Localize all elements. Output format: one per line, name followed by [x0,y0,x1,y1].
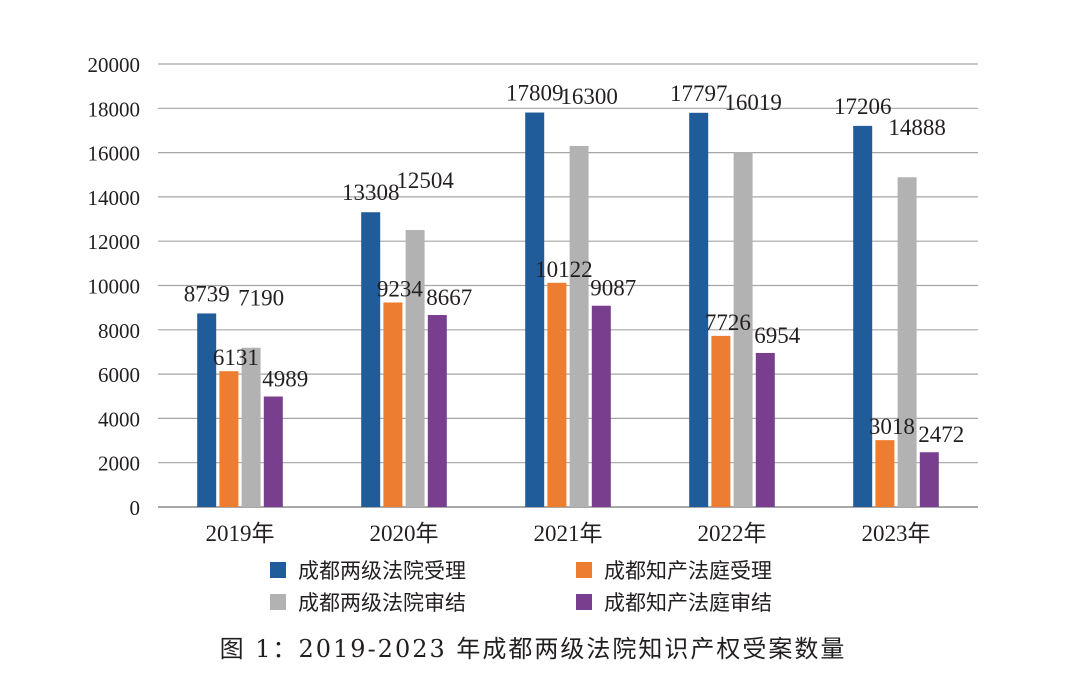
data-label: 10122 [535,257,593,282]
x-tick-label: 2022年 [698,521,767,546]
bar [427,315,447,507]
bar [361,212,381,508]
y-tick-label: 8000 [98,319,140,343]
y-tick-label: 0 [130,496,141,520]
data-label: 8739 [184,281,230,306]
y-tick-label: 10000 [88,275,141,299]
y-tick-label: 16000 [88,142,141,166]
y-tick-label: 2000 [98,452,140,476]
bar [875,440,895,507]
bar [711,335,731,507]
data-label: 17809 [506,81,564,106]
bar [241,347,261,507]
bar [405,230,425,507]
bar [919,452,939,507]
x-tick-label: 2019年 [206,521,275,546]
data-label: 13308 [342,180,400,205]
data-label: 16019 [724,90,782,115]
y-tick-label: 4000 [98,407,140,431]
bar [897,177,917,507]
figure-caption: 图 1：2019-2023 年成都两级法院知识产权受案数量 [220,635,847,663]
legend-swatch [576,562,592,578]
data-label: 8667 [426,285,472,310]
bar [197,313,217,507]
data-label: 4989 [262,366,308,391]
legend-label: 成都知产法庭审结 [604,591,772,615]
data-label: 6954 [754,323,801,348]
bar [383,302,403,507]
legend-swatch [270,594,286,610]
data-label: 12504 [396,168,454,193]
y-axis-ticks: 0 2000 4000 6000 8000 10000 12000 14000 16000 180… [88,53,141,520]
legend-label: 成都两级法院审结 [298,591,466,615]
legend-swatch [270,562,286,578]
y-tick-label: 18000 [88,97,141,121]
data-label: 9234 [377,276,424,301]
x-axis-ticks: 2019年 2020年 2021年 2022年 2023年 [206,521,931,546]
data-labels: 8739613171904989133089234125048667178091… [184,81,965,448]
data-label: 6131 [213,345,259,370]
bar [547,282,567,507]
bar [733,152,753,508]
bar [755,352,775,507]
legend-label: 成都知产法庭受理 [604,559,772,583]
data-label: 7726 [705,310,751,335]
bar [853,125,873,508]
bar [263,396,283,507]
x-tick-label: 2021年 [534,521,603,546]
x-tick-label: 2020年 [370,521,439,546]
data-label: 3018 [869,414,915,439]
legend-label: 成都两级法院受理 [298,559,466,583]
bar [591,305,611,507]
data-label: 9087 [590,276,636,301]
data-label: 7190 [238,286,284,311]
bar [525,112,545,508]
gridlines [158,63,978,508]
bar [219,371,239,507]
bars [197,112,939,508]
data-label: 17797 [670,81,728,106]
data-label: 2472 [918,422,964,447]
data-label: 16300 [560,84,618,109]
data-label: 17206 [834,94,892,119]
legend-swatch [576,594,592,610]
data-label: 14888 [888,115,946,140]
bar [569,145,589,507]
y-tick-label: 14000 [88,186,141,210]
y-tick-label: 6000 [98,363,140,387]
y-tick-label: 12000 [88,230,141,254]
bar [689,112,709,507]
y-tick-label: 20000 [88,53,141,77]
x-tick-label: 2023年 [862,521,931,546]
